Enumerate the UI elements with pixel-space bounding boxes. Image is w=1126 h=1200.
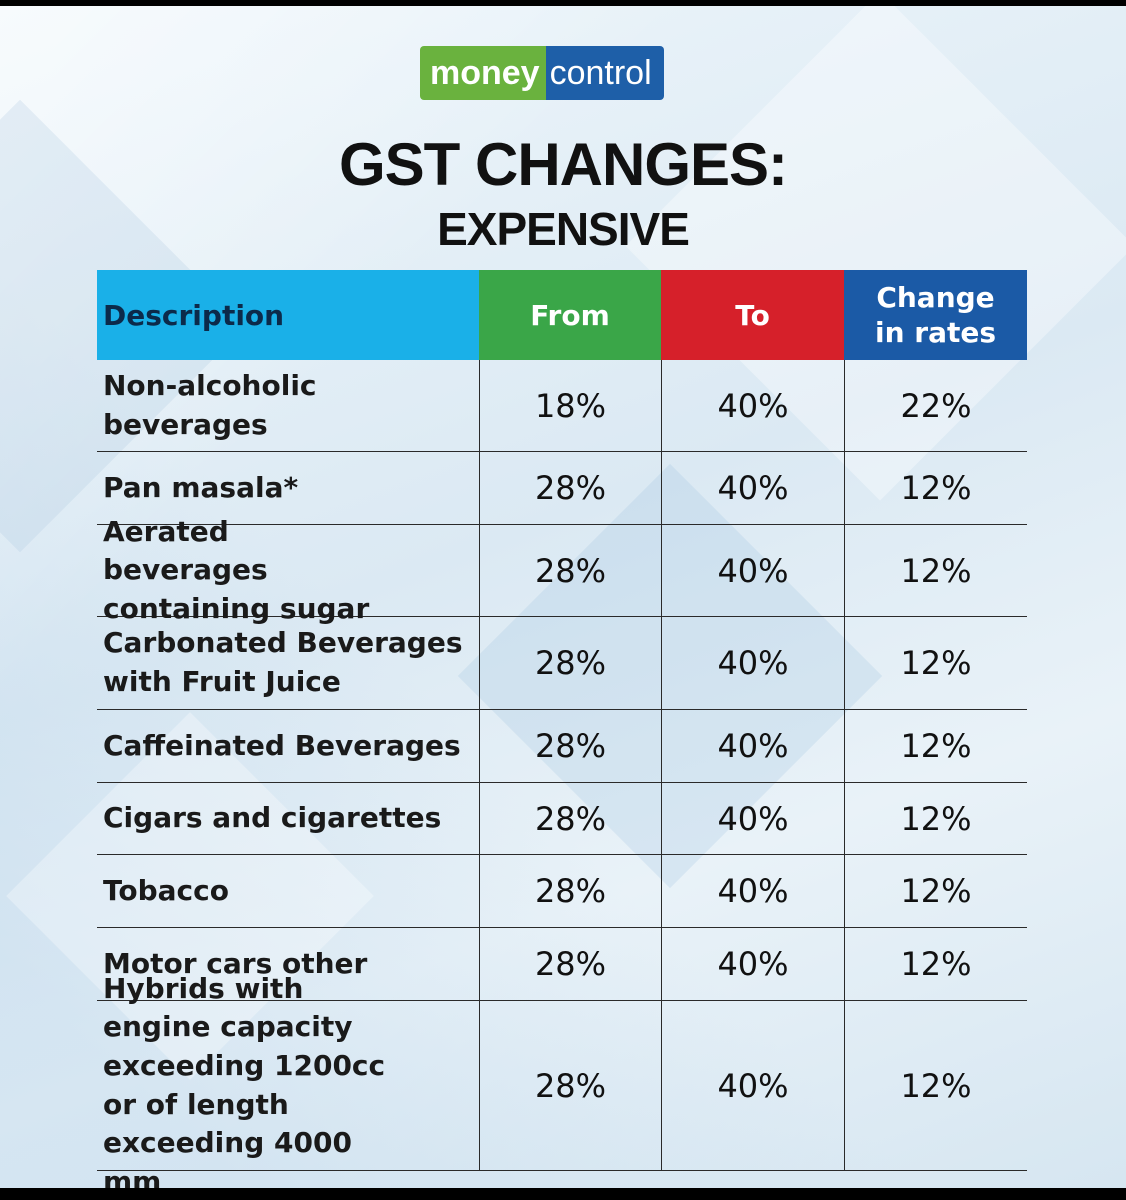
row-from-rate: 28%	[479, 928, 661, 1000]
page-subtitle: EXPENSIVE	[437, 203, 690, 255]
row-description-text: Aerated beverages containing sugar	[103, 514, 370, 625]
row-description: Hybrids with engine capacity exceeding 1…	[97, 972, 479, 1188]
table-row: Tobacco 28% 40% 12%	[97, 855, 1027, 928]
moneycontrol-logo: money control	[420, 46, 664, 100]
row-from-rate: 28%	[479, 452, 661, 524]
header-change-text: Change in rates	[874, 281, 997, 349]
table-row: Aerated beverages containing sugar 28% 40%…	[97, 515, 1027, 625]
page-title: GST CHANGES:	[338, 131, 788, 198]
table-body: Non-alcoholic beverages 18% 40% 22% Pan masa…	[97, 360, 1027, 1188]
row-from-rate: 28%	[479, 710, 661, 782]
gst-table: Description From To Change in rates Non-…	[97, 270, 1027, 1188]
row-description: Non-alcoholic beverages	[103, 368, 317, 441]
logo-money-text: money	[420, 46, 546, 100]
header-description: Description	[97, 270, 479, 360]
row-change-rate: 12%	[844, 710, 1027, 782]
header-from: From	[479, 270, 661, 360]
row-from-rate: 28%	[479, 783, 661, 854]
row-change-rate: 12%	[844, 525, 1027, 616]
table-header: Description From To Change in rates	[97, 270, 1027, 360]
row-description: Pan masala*	[103, 470, 299, 504]
row-change-rate: 12%	[844, 855, 1027, 927]
row-description-text: Hybrids with engine capacity exceeding 1…	[103, 971, 386, 1188]
row-change-rate: 12%	[844, 617, 1027, 709]
row-change-rate: 12%	[844, 452, 1027, 524]
table-row: Carbonated Beverages with Fruit Juice 28%…	[97, 617, 1027, 710]
row-to-rate: 40%	[661, 855, 844, 927]
row-description: Carbonated Beverages with Fruit Juice	[97, 617, 479, 709]
row-to-rate: 40%	[661, 783, 844, 854]
row-description: Caffeinated Beverages	[103, 728, 461, 762]
row-to-rate: 40%	[661, 928, 844, 1000]
row-to-rate: 40%	[661, 452, 844, 524]
row-change-rate: 12%	[844, 783, 1027, 854]
row-to-rate: 40%	[661, 525, 844, 616]
row-change-rate: 22%	[844, 360, 1027, 451]
row-change-rate: 12%	[844, 1001, 1027, 1170]
row-to-rate: 40%	[661, 617, 844, 709]
row-change-rate: 12%	[844, 928, 1027, 1000]
row-to-rate: 40%	[661, 710, 844, 782]
row-description: Aerated beverages containing sugar	[97, 515, 479, 625]
row-to-rate: 40%	[661, 1001, 844, 1170]
row-from-rate: 28%	[479, 855, 661, 927]
logo-control-text: control	[545, 46, 664, 100]
table-row: Motor cars other 28% 40% 12%	[97, 928, 1027, 1001]
header-to: To	[661, 270, 844, 360]
row-description: Cigars and cigarettes	[103, 801, 442, 835]
table-row: Non-alcoholic beverages 18% 40% 22%	[97, 360, 1027, 452]
row-from-rate: 18%	[479, 360, 661, 451]
row-description: Motor cars other	[103, 946, 368, 980]
row-from-rate: 28%	[479, 617, 661, 709]
table-row: Caffeinated Beverages 28% 40% 12%	[97, 710, 1027, 783]
table-row: Pan masala* 28% 40% 12%	[97, 452, 1027, 525]
row-description: Tobacco	[103, 873, 229, 907]
row-from-rate: 28%	[479, 525, 661, 616]
table-row: Cigars and cigarettes 28% 40% 12%	[97, 783, 1027, 855]
table-row: Hybrids with engine capacity exceeding 1…	[97, 972, 1027, 1188]
row-from-rate: 28%	[479, 1001, 661, 1170]
row-description-text: Carbonated Beverages with Fruit Juice	[103, 626, 463, 698]
row-to-rate: 40%	[661, 360, 844, 451]
header-change: Change in rates	[844, 270, 1027, 360]
infographic: money control GST CHANGES: EXPENSIVE Des…	[0, 6, 1126, 1188]
